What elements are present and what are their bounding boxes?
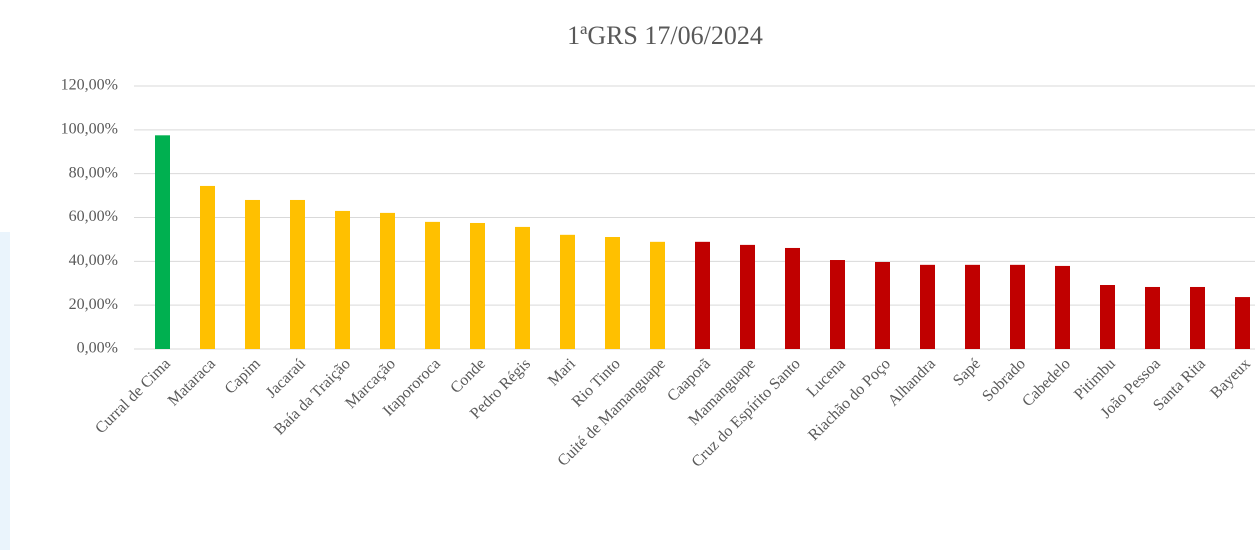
bar	[425, 221, 440, 349]
bar	[1010, 264, 1025, 349]
x-tick-label: Sapé	[950, 355, 984, 389]
x-tick-label: Capim	[222, 355, 265, 398]
bar	[1145, 286, 1160, 349]
y-tick-label: 120,00%	[61, 77, 118, 94]
bar	[830, 260, 845, 349]
bar	[1055, 265, 1070, 349]
bar	[1235, 297, 1250, 349]
side-strip	[0, 232, 10, 550]
x-tick-label: Bayeux	[1207, 355, 1254, 402]
x-tick-label: Riachão do Poço	[805, 355, 894, 444]
bar	[155, 135, 170, 349]
y-tick-label: 60,00%	[69, 208, 118, 225]
bar	[515, 226, 530, 349]
y-tick-label: 0,00%	[77, 340, 118, 357]
bar	[290, 199, 305, 349]
x-tick-label: Curral de Cima	[92, 355, 174, 437]
bar	[785, 247, 800, 349]
chart-title: 1ªGRS 17/06/2024	[567, 21, 763, 50]
x-tick-label: Mari	[545, 355, 579, 389]
bar	[920, 264, 935, 349]
bar	[605, 237, 620, 349]
x-tick-label: Alhandra	[885, 355, 939, 409]
bar	[1100, 285, 1115, 349]
bar	[470, 222, 485, 349]
y-tick-label: 40,00%	[69, 252, 118, 269]
y-tick-label: 80,00%	[69, 164, 118, 181]
bar	[740, 244, 755, 349]
y-tick-label: 100,00%	[61, 121, 118, 138]
x-tick-label: Mataraca	[165, 355, 219, 409]
bar	[1190, 286, 1205, 349]
bar	[200, 185, 215, 349]
bar	[380, 212, 395, 349]
x-tick-label: Cabedelo	[1019, 355, 1074, 410]
bar	[245, 199, 260, 349]
y-tick-label: 20,00%	[69, 296, 118, 313]
bar	[560, 234, 575, 349]
bar	[965, 264, 980, 349]
bar	[650, 241, 665, 349]
x-tick-label: Conde	[447, 355, 489, 397]
bar	[695, 241, 710, 349]
bar	[875, 261, 890, 349]
bar	[335, 210, 350, 349]
